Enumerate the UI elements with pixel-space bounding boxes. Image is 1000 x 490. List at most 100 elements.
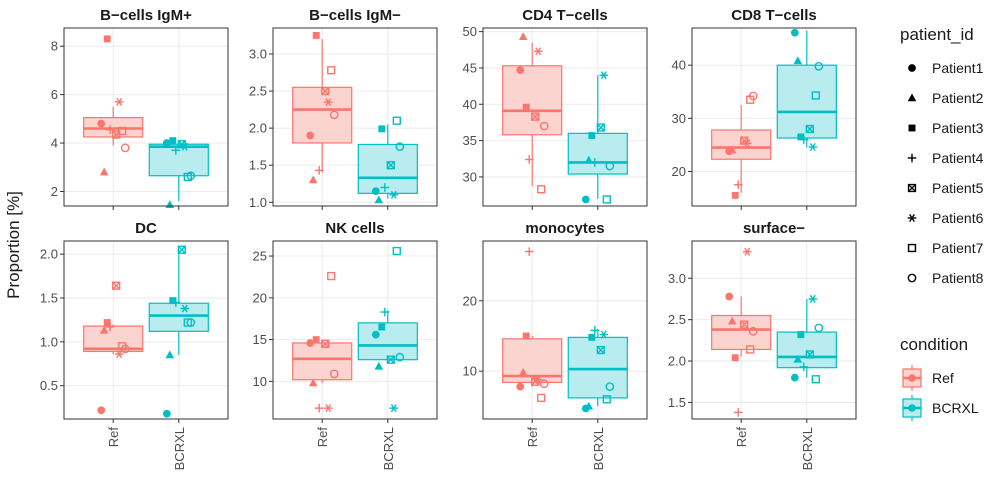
point-circle-filled (162, 139, 171, 147)
x-tick-label: BCRXL (800, 427, 815, 470)
points-ref (516, 32, 549, 194)
point-square-open (118, 126, 127, 136)
y-tick-label: 15 (253, 332, 267, 347)
point-plus (590, 326, 600, 335)
y-tick-label: 45 (463, 60, 477, 75)
legend-label: Patient1 (932, 60, 984, 76)
point-circle-filled (725, 292, 734, 301)
point-plus (314, 403, 324, 413)
y-axis: 20 30 40 (672, 58, 692, 179)
points-ref (306, 31, 339, 184)
points-ref (97, 281, 130, 415)
y-tick-label: 20 (253, 290, 267, 305)
y-tick-label: 30 (672, 111, 686, 126)
point-circle-filled (162, 409, 171, 418)
panel-strip (273, 215, 437, 241)
y-tick-label: 20 (463, 293, 477, 308)
point-circle-open (748, 326, 758, 336)
point-plus (380, 307, 390, 317)
points-bcrxl (581, 326, 615, 413)
point-asterisk (742, 247, 752, 256)
y-tick-label: 2.0 (249, 121, 267, 136)
box-iqr (502, 65, 563, 136)
point-circle-filled (790, 28, 799, 37)
point-square-cross (386, 355, 395, 364)
panel-strip (692, 215, 856, 241)
point-square-open (602, 195, 611, 204)
points-ref (516, 247, 549, 403)
legend-key-plus (907, 153, 917, 163)
box-iqr (83, 325, 144, 353)
point-circle-filled (371, 187, 380, 196)
point-circle-open (605, 161, 615, 171)
box-ref (292, 39, 353, 173)
box-ref (502, 335, 563, 387)
point-triangle-filled (727, 145, 737, 154)
legend-label: Patient5 (932, 180, 984, 196)
point-circle-filled (516, 66, 525, 75)
point-plus (590, 158, 600, 167)
point-square-cross (177, 245, 186, 254)
point-asterisk (389, 404, 399, 413)
point-plus (524, 155, 534, 164)
y-tick-label: 2.5 (668, 312, 686, 327)
point-square-filled (797, 133, 805, 141)
point-triangle-filled (374, 195, 384, 204)
y-tick-label: 20 (672, 164, 686, 179)
y-tick-label: 35 (463, 133, 477, 148)
x-axis (112, 206, 180, 210)
point-square-open (392, 246, 401, 256)
point-square-filled (312, 336, 320, 344)
legend-item-patient: Patient1 (908, 60, 984, 76)
y-tick-label: 2 (51, 184, 58, 199)
point-asterisk (742, 139, 752, 148)
point-asterisk (180, 304, 190, 313)
point-asterisk (599, 330, 609, 339)
y-axis: 1.0 1.5 2.0 2.5 3.0 (249, 46, 273, 210)
point-asterisk (323, 98, 333, 107)
x-tick-label: Ref (106, 427, 121, 448)
y-tick-label: 40 (463, 97, 477, 112)
box-iqr (148, 302, 209, 332)
y-tick-label: 40 (672, 58, 686, 73)
point-triangle-filled (727, 316, 737, 325)
point-circle-open (814, 61, 824, 71)
point-square-open (811, 91, 820, 100)
y-axis: 10 15 20 25 (253, 249, 273, 389)
point-square-filled (378, 323, 386, 331)
points-bcrxl (371, 246, 405, 413)
box-ref (292, 339, 353, 384)
point-circle-filled (97, 406, 106, 415)
points-bcrxl (162, 245, 196, 418)
point-square-filled (588, 132, 596, 139)
y-tick-label: 50 (463, 24, 477, 39)
point-square-open (327, 66, 336, 75)
point-triangle-filled (99, 325, 109, 334)
point-square-filled (522, 332, 530, 340)
point-circle-open (395, 352, 405, 362)
point-square-cross (740, 320, 749, 329)
x-axis: Ref BCRXL (525, 419, 606, 470)
y-tick-label: 30 (463, 169, 477, 184)
panel-border (63, 27, 229, 207)
point-square-cross (321, 86, 330, 96)
point-plus (105, 322, 115, 332)
point-circle-open (186, 318, 196, 327)
box-bcrxl (776, 298, 837, 378)
legend-key-circle-filled (908, 64, 916, 72)
legend-label: Patient3 (932, 120, 984, 136)
legend-item-patient: Patient7 (907, 240, 984, 256)
box-bcrxl (567, 328, 628, 407)
point-triangle-filled (165, 350, 175, 359)
panel-title: B−cells IgM+ (100, 7, 192, 24)
points-ref (306, 271, 339, 413)
point-circle-filled (306, 339, 315, 347)
point-circle-filled (371, 330, 380, 339)
y-tick-label: 10 (463, 364, 477, 379)
box-ref (83, 324, 144, 355)
legend-label: Patient6 (932, 210, 984, 226)
point-square-cross (596, 123, 605, 132)
point-circle-open (329, 110, 339, 120)
point-plus (524, 247, 534, 256)
